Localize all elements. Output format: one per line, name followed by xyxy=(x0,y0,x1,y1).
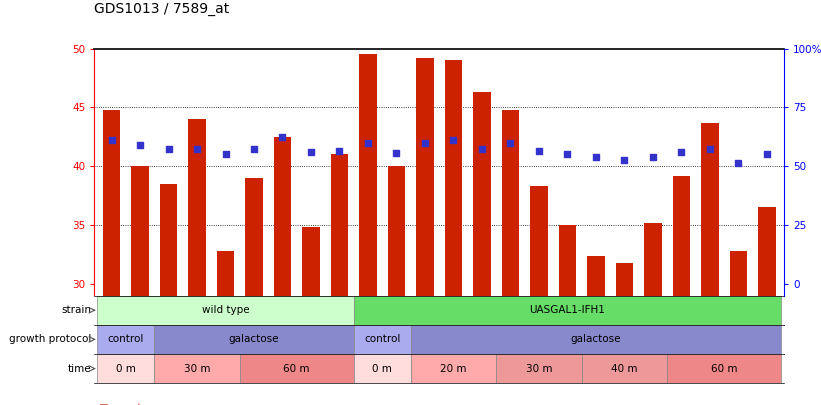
Bar xyxy=(410,354,496,383)
Bar xyxy=(496,354,582,383)
Text: galactose: galactose xyxy=(571,335,621,344)
Text: ■ count: ■ count xyxy=(99,403,141,405)
Bar xyxy=(667,354,782,383)
Bar xyxy=(673,176,690,296)
Bar xyxy=(354,296,782,325)
Point xyxy=(760,151,773,158)
Bar xyxy=(582,354,667,383)
Point xyxy=(361,139,374,146)
Point xyxy=(190,145,204,152)
Text: UASGAL1-IFH1: UASGAL1-IFH1 xyxy=(530,305,605,315)
Bar xyxy=(644,223,662,296)
Point xyxy=(532,148,545,154)
Point xyxy=(732,160,745,166)
Bar xyxy=(445,60,462,296)
Bar xyxy=(97,296,354,325)
Text: control: control xyxy=(364,335,401,344)
Text: time: time xyxy=(67,364,91,373)
Point xyxy=(219,151,232,158)
Bar xyxy=(730,251,747,296)
Bar xyxy=(616,263,633,296)
Text: 0 m: 0 m xyxy=(116,364,135,373)
Bar xyxy=(759,207,776,296)
Bar xyxy=(131,166,149,296)
Bar xyxy=(416,58,433,296)
Bar xyxy=(587,256,604,296)
Bar xyxy=(97,354,154,383)
Point xyxy=(589,153,603,160)
Point xyxy=(276,134,289,140)
Text: strain: strain xyxy=(61,305,91,315)
Text: 40 m: 40 m xyxy=(611,364,638,373)
Point xyxy=(504,139,517,146)
Bar xyxy=(502,110,519,296)
Point xyxy=(475,145,488,152)
Point xyxy=(646,153,659,160)
Text: 60 m: 60 m xyxy=(283,364,310,373)
Text: control: control xyxy=(108,335,144,344)
Bar xyxy=(410,325,782,354)
Text: growth protocol: growth protocol xyxy=(8,335,91,344)
Bar xyxy=(154,325,354,354)
Point xyxy=(134,142,147,148)
Bar xyxy=(530,186,548,296)
Point xyxy=(305,149,318,156)
Bar xyxy=(360,55,377,296)
Bar xyxy=(217,251,234,296)
Bar xyxy=(154,354,240,383)
Point xyxy=(419,139,432,146)
Bar xyxy=(559,225,576,296)
Text: 60 m: 60 m xyxy=(711,364,737,373)
Text: galactose: galactose xyxy=(229,335,279,344)
Text: wild type: wild type xyxy=(202,305,250,315)
Bar xyxy=(302,228,319,296)
Point xyxy=(390,150,403,157)
Text: GDS1013 / 7589_at: GDS1013 / 7589_at xyxy=(94,2,230,16)
Point xyxy=(162,145,175,152)
Text: 30 m: 30 m xyxy=(184,364,210,373)
Point xyxy=(247,145,260,152)
Bar xyxy=(240,354,354,383)
Point xyxy=(105,137,118,144)
Point xyxy=(447,137,460,144)
Point xyxy=(618,157,631,164)
Bar xyxy=(274,137,291,296)
Bar xyxy=(474,92,490,296)
Point xyxy=(561,151,574,158)
Point xyxy=(675,149,688,156)
Text: 20 m: 20 m xyxy=(440,364,466,373)
Bar xyxy=(354,354,410,383)
Bar xyxy=(189,119,205,296)
Point xyxy=(704,145,717,152)
Text: 30 m: 30 m xyxy=(525,364,553,373)
Bar xyxy=(245,178,263,296)
Bar xyxy=(701,123,718,296)
Point xyxy=(333,148,346,154)
Bar xyxy=(103,110,120,296)
Bar xyxy=(388,166,405,296)
Bar xyxy=(331,154,348,296)
Bar xyxy=(354,325,410,354)
Bar xyxy=(160,184,177,296)
Bar xyxy=(97,325,154,354)
Text: 0 m: 0 m xyxy=(372,364,392,373)
